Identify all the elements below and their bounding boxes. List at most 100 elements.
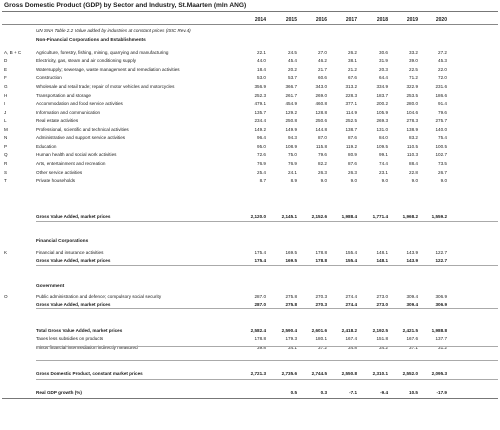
value-cell: 96.4 [257,135,266,140]
value-cell: 270.3 [315,294,328,299]
value-cell: 143.9 [406,258,419,263]
value-cell: 0.5 [290,390,297,395]
value-cell: 38.1 [348,58,357,63]
table-row: O Public administration and defence; comp… [0,294,500,302]
value-cell: 274.4 [345,302,358,307]
isic-code: R [4,161,8,166]
value-cell: 252.3 [254,93,267,98]
value-cell: 94.3 [288,135,297,140]
table-row: F Construction 53.0 53.7 60.6 67.6 64.4 71.2 72.… [0,75,500,83]
year-column-header: 2020 [435,17,447,23]
isic-code: F [4,75,7,80]
table-row: D Electricity, gas, steam and air conditi… [0,58,500,66]
value-cell: 270.3 [315,302,328,307]
isic-code: O [4,294,8,299]
isic-code: M [4,127,8,132]
table-row: Taxes less subsidies on products 178.8 179… [0,336,500,344]
value-cell: 72.0 [438,75,447,80]
row-label: Private households [36,178,76,183]
row-label: Gross Domestic Product, constant market … [36,371,143,376]
page-title: Gross Domestic Product (GDP) by Sector a… [4,2,247,9]
value-cell: 34.8 [348,345,357,350]
value-cell: 45.4 [288,58,297,63]
table-row: K Financial and insurance activities 175.4… [0,250,500,258]
value-cell: 309.4 [406,302,419,307]
isic-code: P [4,144,8,149]
row-label: Real GDP growth (%) [36,390,82,395]
value-cell: 102.7 [435,152,448,157]
value-cell: 20.3 [379,67,388,72]
value-cell: 105.9 [376,110,389,115]
value-cell: 20.2 [288,67,297,72]
value-cell: 87.6 [348,161,357,166]
table-total-row: Total Gross Value Added, market prices 2,… [0,328,500,336]
value-cell: 140.0 [435,127,448,132]
table-row: P Education 95.0 108.9 115.8 119.2 109.5 110.5 1… [0,144,500,152]
subtotal-divider [36,360,498,361]
value-cell: 148.1 [376,258,389,263]
value-cell: 306.9 [435,302,448,307]
row-label: Public administration and defence; compu… [36,294,162,299]
value-cell: 108.9 [285,144,298,149]
value-cell: 167.4 [345,336,358,341]
value-cell: 73.5 [438,161,447,166]
value-cell: 71.2 [409,75,418,80]
value-cell: 46.2 [318,58,327,63]
value-cell: 95.0 [257,144,266,149]
value-cell: 135.7 [254,110,267,115]
value-cell: 9.0 [350,178,357,183]
table-total-row: Gross Value Added, market prices 287.0 275… [0,302,500,310]
value-cell: 115.8 [315,144,327,149]
isic-code: J [4,110,7,115]
table-row: G Wholesale and retail trade; repair of m… [0,84,500,92]
value-cell: 44.0 [257,58,266,63]
value-cell: 180.1 [315,336,328,341]
value-cell: 76.9 [257,161,266,166]
table-row: M Professional, scientific and technical … [0,127,500,135]
value-cell: 30.6 [379,50,388,55]
isic-code: T [4,178,7,183]
isic-code: S [4,170,8,175]
value-cell: 26.3 [348,170,357,175]
value-cell: 155.4 [345,250,358,255]
value-cell: 273.0 [376,302,389,307]
value-cell: 72.6 [257,152,266,157]
value-cell: 252.5 [345,118,358,123]
value-cell: 21.2 [348,67,357,72]
value-cell: 175.4 [254,258,267,263]
subtotal-divider [36,346,498,347]
value-cell: 18.4 [257,67,266,72]
isic-code: L [4,118,7,123]
subtotal-divider [36,308,498,309]
value-cell: 9.0 [411,178,418,183]
section-heading-nonfinancial: Non-Financial Corporations and Establish… [36,38,146,43]
value-cell: 169.5 [285,258,298,263]
value-cell: 27.2 [438,50,447,55]
value-cell: 39.8 [257,345,266,350]
table-row: N Administrative and support service acti… [0,135,500,143]
value-cell: 278.3 [406,118,419,123]
value-cell: 33.2 [409,50,418,55]
isic-code: Q [4,152,8,157]
value-cell: 377.1 [345,101,358,106]
value-cell: 151.8 [376,336,389,341]
value-cell: 119.2 [345,144,357,149]
value-cell: 1,988.8 [431,328,447,333]
value-cell: 24.1 [288,170,297,175]
value-cell: 366.7 [285,84,298,89]
value-cell: 9.0 [320,178,327,183]
value-cell: 250.6 [315,118,328,123]
value-cell: 2,120.0 [250,214,266,219]
value-cell: 186.6 [435,93,448,98]
value-cell: 2,735.6 [281,371,297,376]
row-label: Professional, scientific and technical a… [36,127,129,132]
value-cell: 45.3 [438,58,447,63]
year-column-header: 2018 [376,17,388,23]
row-label: Accommodation and food service activitie… [36,101,123,106]
value-cell: 1,771.4 [372,214,388,219]
table-row: L Real estate activities 234.4 250.8 250.6 25… [0,118,500,126]
value-cell: 53.0 [257,75,266,80]
isic-code: E [4,67,8,72]
row-label: Total Gross Value Added, market prices [36,328,123,333]
